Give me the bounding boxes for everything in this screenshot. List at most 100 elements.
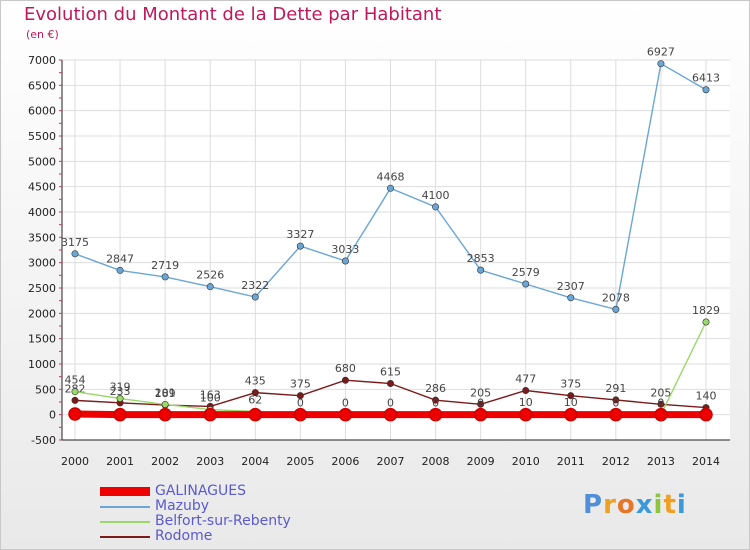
legend: GALINAGUES Mazuby Belfort-sur-Rebenty Rodom… xyxy=(100,484,291,544)
data-point xyxy=(564,407,578,422)
data-point xyxy=(612,396,620,404)
logo-letter: i xyxy=(676,490,687,520)
data-point xyxy=(432,203,440,211)
data-label: 0 xyxy=(612,397,619,410)
data-point xyxy=(203,407,217,422)
data-point xyxy=(657,60,665,68)
y-tick-label: 2000 xyxy=(28,307,56,320)
data-point xyxy=(473,407,488,422)
data-label: 2853 xyxy=(467,252,495,265)
x-tick-label: 2005 xyxy=(286,455,314,468)
data-point xyxy=(654,407,668,422)
data-point xyxy=(293,407,308,422)
data-point xyxy=(248,407,263,422)
data-point xyxy=(432,396,440,404)
legend-swatch xyxy=(100,487,150,496)
legend-label: Rodome xyxy=(155,528,213,544)
x-tick-label: 2009 xyxy=(467,455,495,468)
data-point xyxy=(161,400,169,408)
data-point xyxy=(206,283,214,291)
data-point xyxy=(477,400,485,408)
data-point xyxy=(116,266,124,274)
data-label: 6413 xyxy=(692,72,720,85)
legend-item: GALINAGUES xyxy=(100,484,291,499)
data-label: 477 xyxy=(515,372,536,385)
data-point xyxy=(522,280,530,288)
data-point xyxy=(386,380,394,388)
data-point xyxy=(251,293,259,301)
chart-subtitle: (en €) xyxy=(26,28,59,41)
legend-item: Rodome xyxy=(100,529,291,544)
data-label: 319 xyxy=(110,381,131,394)
data-point xyxy=(68,407,82,421)
data-label: 0 xyxy=(342,397,349,410)
data-label: 0 xyxy=(432,397,439,410)
data-label: 201 xyxy=(155,386,176,399)
legend-label: Mazuby xyxy=(155,498,210,514)
y-tick-label: 3000 xyxy=(28,257,56,270)
data-point xyxy=(567,294,575,302)
legend-swatch xyxy=(100,521,150,523)
logo-letter: x xyxy=(635,490,654,520)
data-label: 62 xyxy=(248,394,262,407)
data-point xyxy=(657,400,665,408)
legend-item: Belfort-sur-Rebenty xyxy=(100,514,291,529)
logo-letter: t xyxy=(663,490,677,520)
proxiti-logo: Proxiti xyxy=(583,490,687,520)
logo-letter: i xyxy=(653,490,664,520)
logo-letter: r xyxy=(603,490,617,520)
data-label: 375 xyxy=(290,378,311,391)
data-label: 3175 xyxy=(61,236,89,249)
data-point xyxy=(338,407,353,422)
chart-title: Evolution du Montant de la Dette par Hab… xyxy=(24,4,442,25)
logo-letter: o xyxy=(616,490,636,520)
x-tick-label: 2004 xyxy=(241,455,269,468)
data-label: 0 xyxy=(657,397,664,410)
x-tick-label: 2002 xyxy=(151,455,179,468)
data-point xyxy=(612,305,620,313)
data-label: 435 xyxy=(245,375,266,388)
data-label: 2847 xyxy=(106,252,134,265)
y-tick-label: 3500 xyxy=(28,231,56,244)
data-label: 6927 xyxy=(647,46,675,59)
data-point xyxy=(71,396,79,404)
data-label: 2579 xyxy=(512,266,540,279)
data-point xyxy=(702,318,710,326)
data-point xyxy=(428,407,443,422)
data-label: 0 xyxy=(477,397,484,410)
y-tick-label: 1000 xyxy=(28,358,56,371)
data-label: 615 xyxy=(380,366,401,379)
data-point xyxy=(296,242,304,250)
legend-item: Mazuby xyxy=(100,499,291,514)
x-tick-label: 2013 xyxy=(647,455,675,468)
y-tick-label: 4500 xyxy=(28,181,56,194)
plot-area xyxy=(62,60,730,440)
data-label: 0 xyxy=(297,397,304,410)
data-point xyxy=(116,395,124,403)
data-point xyxy=(113,407,127,422)
y-tick-label: 0 xyxy=(49,409,56,422)
data-label: 286 xyxy=(425,382,446,395)
x-tick-label: 2014 xyxy=(692,455,720,468)
data-label: 3327 xyxy=(286,228,314,241)
data-label: 0 xyxy=(387,397,394,410)
data-point xyxy=(251,389,259,397)
x-tick-label: 2006 xyxy=(331,455,359,468)
x-tick-label: 2010 xyxy=(512,455,540,468)
data-label: 233 xyxy=(110,385,131,398)
x-tick-label: 2008 xyxy=(422,455,450,468)
data-label: 291 xyxy=(605,382,626,395)
data-label: 2322 xyxy=(241,279,269,292)
data-label: 189 xyxy=(155,387,176,400)
y-tick-label: 4000 xyxy=(28,206,56,219)
data-label: 2719 xyxy=(151,259,179,272)
x-tick-label: 2000 xyxy=(61,455,89,468)
y-tick-label: 6000 xyxy=(28,105,56,118)
data-point xyxy=(477,266,485,274)
legend-label: Belfort-sur-Rebenty xyxy=(155,513,291,529)
x-tick-label: 2011 xyxy=(557,455,585,468)
data-label: 205 xyxy=(650,386,671,399)
data-label: 10 xyxy=(564,396,578,409)
x-tick-label: 2003 xyxy=(196,455,224,468)
